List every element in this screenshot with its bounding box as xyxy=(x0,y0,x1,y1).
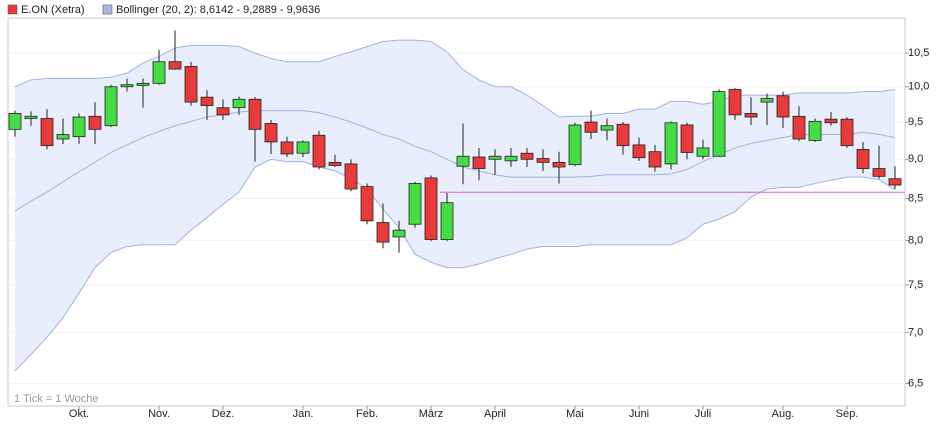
candle-body xyxy=(248,98,262,130)
x-tick-label: Juni xyxy=(629,408,649,420)
legend-label: Bollinger (20, 2): 8,6142 - 9,2889 - 9,9… xyxy=(116,4,320,16)
candle-body xyxy=(888,178,902,186)
candle-body xyxy=(520,152,534,160)
candle-body xyxy=(616,123,630,147)
candle-body xyxy=(360,186,374,222)
candle-body xyxy=(488,155,502,160)
candle-body xyxy=(744,113,758,118)
y-tick-label: 8,0 xyxy=(908,234,923,246)
x-tick-label: Juli xyxy=(695,408,712,420)
candle-body xyxy=(136,82,150,86)
x-tick-label: Nov. xyxy=(148,408,170,420)
candle-body xyxy=(152,61,166,84)
candle-body xyxy=(680,124,694,153)
candle-body xyxy=(8,113,22,130)
y-tick-label: 7,5 xyxy=(908,279,923,291)
candle-body xyxy=(104,86,118,127)
legend-label: E.ON (Xetra) xyxy=(21,4,85,16)
x-tick-label: Feb. xyxy=(356,408,378,420)
x-tick-label: Aug. xyxy=(772,408,795,420)
candle-body xyxy=(56,134,70,140)
bollinger-upper xyxy=(14,39,896,118)
candle-body xyxy=(568,124,582,166)
candle-body xyxy=(280,141,294,155)
y-tick-label: 8,5 xyxy=(908,193,923,205)
y-tick-label: 9,0 xyxy=(908,153,923,165)
candle-body xyxy=(392,229,406,238)
x-tick-label: April xyxy=(484,408,506,420)
candle-body xyxy=(712,91,726,157)
y-tick-label: 9,5 xyxy=(908,116,923,128)
candle-body xyxy=(808,120,822,141)
candle-body xyxy=(728,89,742,116)
candle-body xyxy=(376,222,390,243)
candle-body xyxy=(504,155,518,162)
y-tick-label: 7,0 xyxy=(908,326,923,338)
candle-body xyxy=(344,163,358,190)
x-tick-label: Jan. xyxy=(293,408,314,420)
candle-body xyxy=(424,177,438,240)
y-tick-label: 6,5 xyxy=(908,377,923,389)
candle-body xyxy=(760,98,774,103)
candle-body xyxy=(168,61,182,70)
candle-body xyxy=(232,98,246,109)
legend-swatch xyxy=(102,4,113,15)
candle-body xyxy=(184,65,198,103)
candle-body xyxy=(120,84,134,88)
candle-body xyxy=(312,134,326,168)
candle-body xyxy=(776,95,790,118)
candle-body xyxy=(440,202,454,240)
candle-body xyxy=(872,168,886,177)
tick-note: 1 Tick = 1 Woche xyxy=(14,393,98,405)
candle-body xyxy=(536,158,550,163)
candle-body xyxy=(216,107,230,116)
candle-body xyxy=(408,183,422,225)
candle-body xyxy=(88,115,102,130)
candle-body xyxy=(296,141,310,154)
y-tick-label: 10,0 xyxy=(908,81,929,93)
candle-body xyxy=(632,144,646,159)
candle-body xyxy=(72,116,86,138)
candle-body xyxy=(24,115,38,119)
candle-body xyxy=(840,118,854,147)
candle-body xyxy=(584,121,598,133)
x-tick-label: Mai xyxy=(566,408,584,420)
candle-body xyxy=(200,96,214,107)
candle-body xyxy=(664,122,678,165)
candle-body xyxy=(648,151,662,168)
legend-swatch xyxy=(7,4,18,15)
candle-body xyxy=(328,161,342,166)
candle-body xyxy=(696,147,710,157)
candle-body xyxy=(856,149,870,169)
candle-body xyxy=(792,115,806,140)
x-tick-label: Sep. xyxy=(836,408,859,420)
x-tick-label: März xyxy=(419,408,443,420)
x-tick-label: Okt. xyxy=(69,408,89,420)
bollinger-middle xyxy=(14,110,896,212)
candle-body xyxy=(264,123,278,143)
y-tick-label: 10,5 xyxy=(908,47,929,59)
candle-body xyxy=(600,125,614,131)
candle-body xyxy=(472,156,486,169)
candle-body xyxy=(552,161,566,168)
candle-body xyxy=(456,155,470,167)
candle-body xyxy=(40,118,54,147)
candle-body xyxy=(824,118,838,124)
x-tick-label: Dez. xyxy=(212,408,235,420)
bollinger-lower xyxy=(14,158,896,372)
